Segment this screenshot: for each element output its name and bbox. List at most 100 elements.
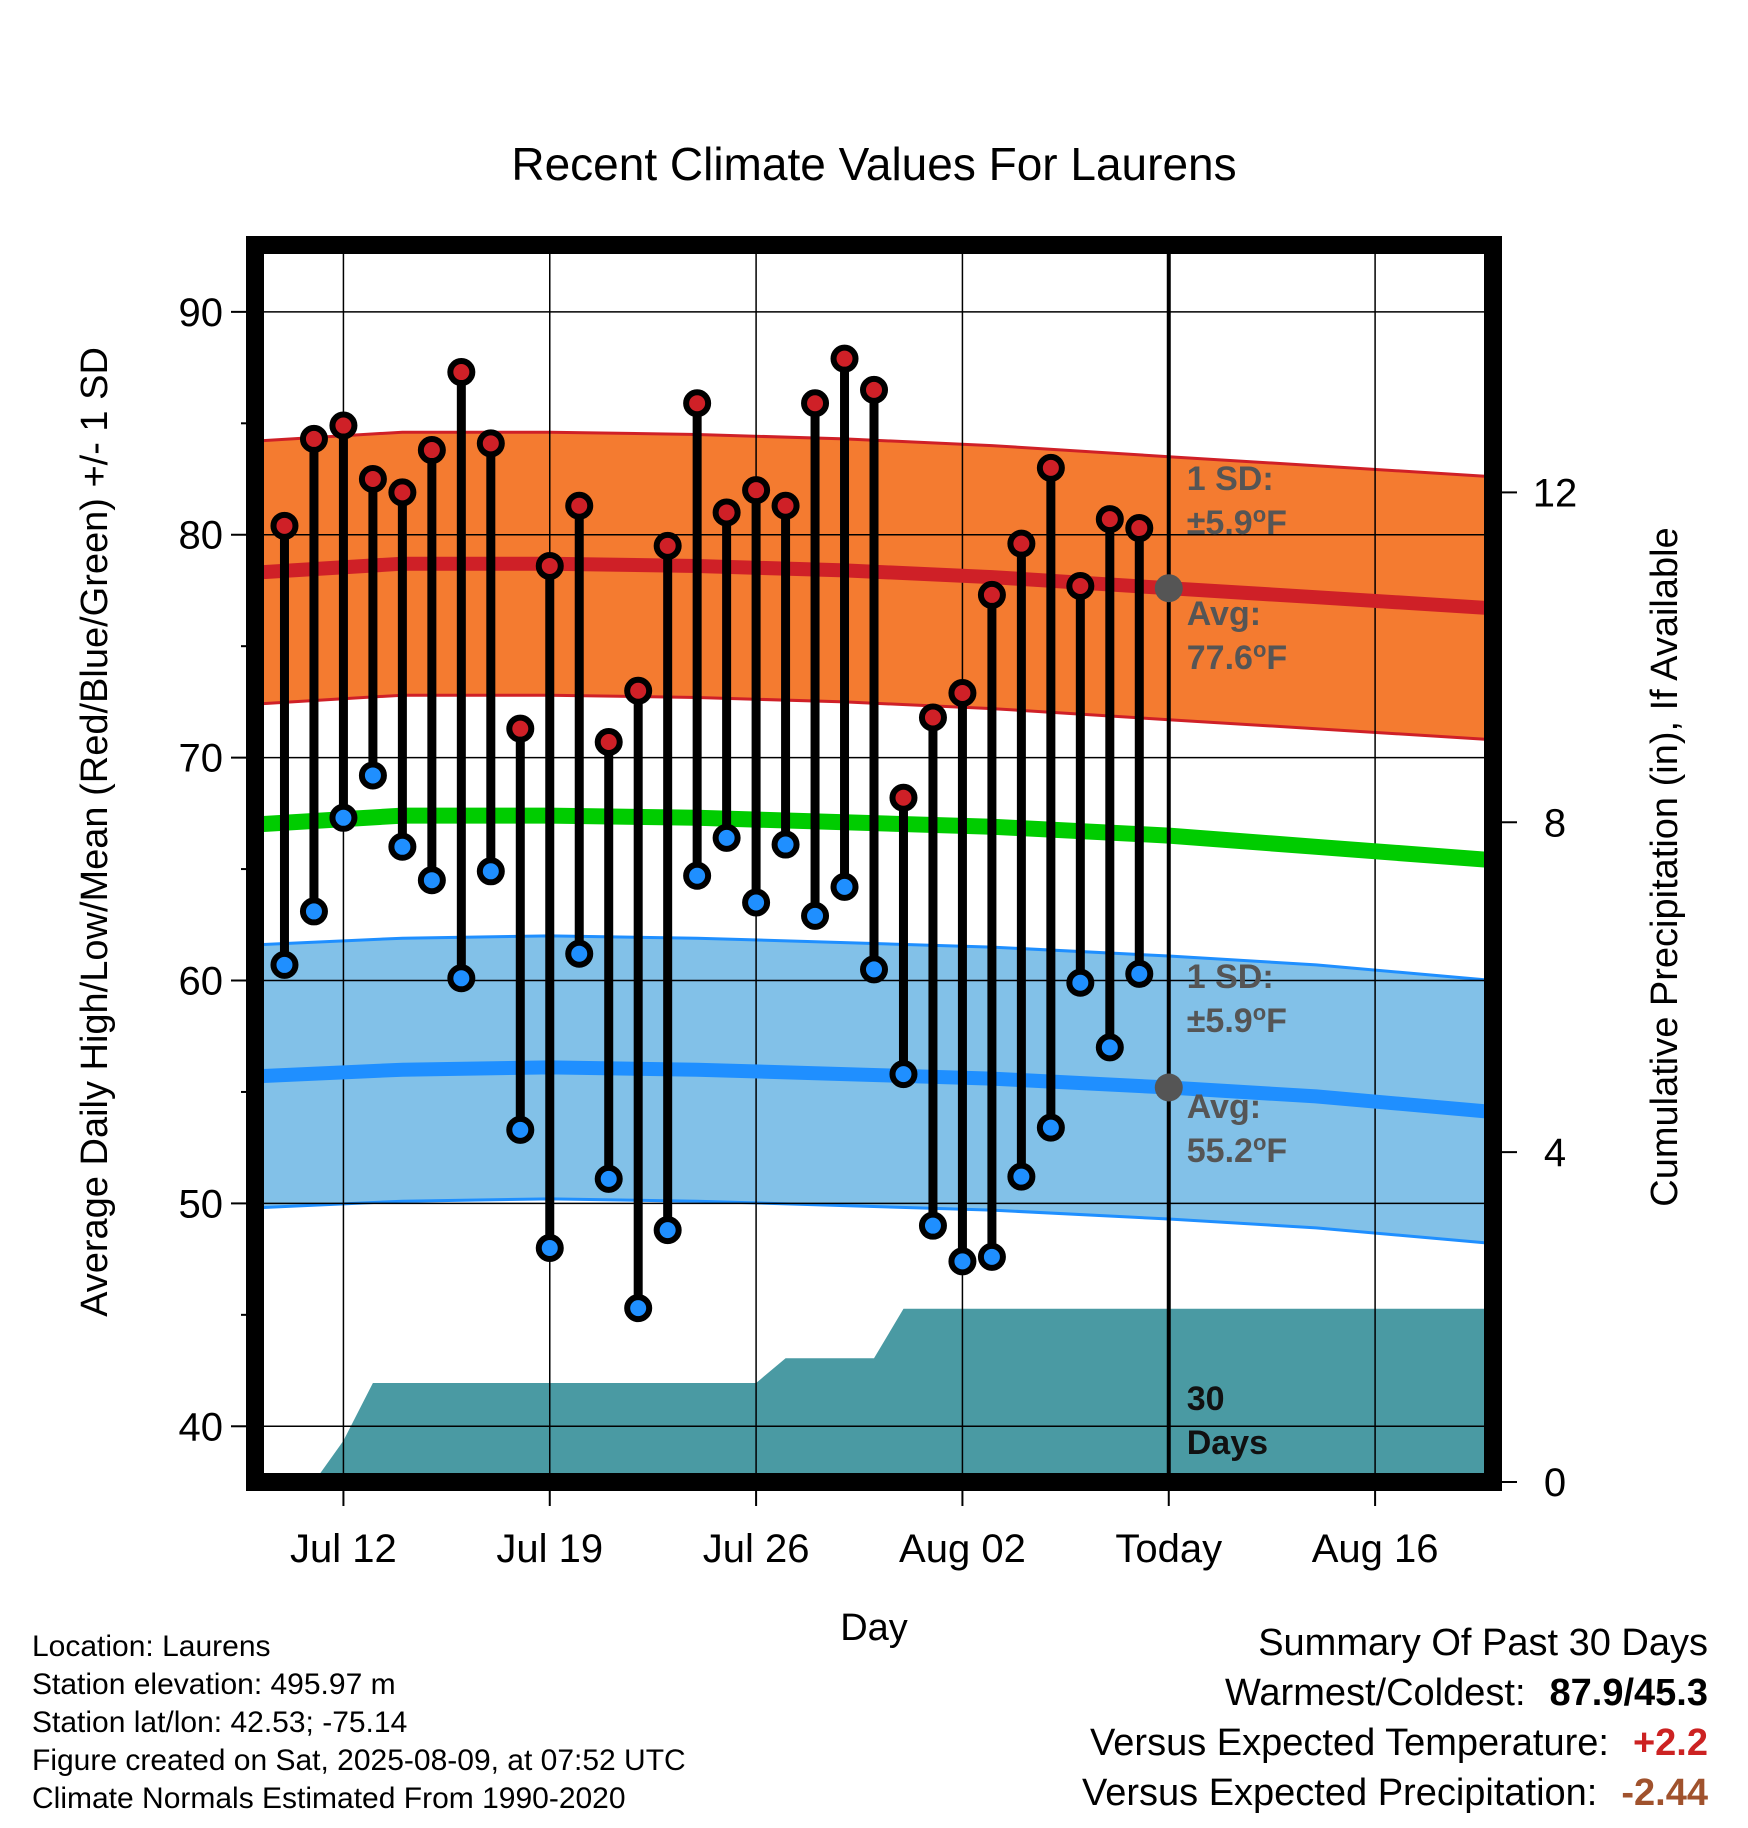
- low-temp-point: [624, 1294, 653, 1323]
- warmest-label: Warmest/Coldest:: [1224, 1672, 1526, 1714]
- low-temp-point: [889, 1060, 918, 1089]
- x-tick-label: Jul 12: [290, 1527, 397, 1571]
- low-temp-point: [977, 1242, 1006, 1271]
- x-tick-label: Aug 02: [899, 1527, 1026, 1571]
- high-temp-point: [683, 389, 712, 418]
- low-temp-point: [447, 964, 476, 993]
- low-temp-point: [948, 1247, 977, 1276]
- low-temp-point: [918, 1211, 947, 1240]
- low-temp-point: [1036, 1113, 1065, 1142]
- low-temp-point: [358, 761, 387, 790]
- high-temp-point: [358, 465, 387, 494]
- low-sd-band: [255, 935, 1493, 1244]
- temp-label: Versus Expected Temperature:: [1090, 1722, 1609, 1764]
- low-temp-point: [594, 1164, 623, 1193]
- high-temp-point: [506, 714, 535, 743]
- low-temp-point: [535, 1233, 564, 1262]
- low-temp-point: [1095, 1033, 1124, 1062]
- high-temp-point: [1066, 572, 1095, 601]
- y2-tick-label: 8: [1544, 801, 1566, 845]
- y-tick-label: 70: [179, 737, 224, 781]
- y-tick-label: 40: [179, 1405, 224, 1449]
- created-text: Figure created on Sat, 2025-08-09, at 07…: [32, 1744, 686, 1777]
- high-temp-point: [918, 703, 947, 732]
- high-temp-point: [388, 478, 417, 507]
- low-avg-annotation: Avg: 55.2oF: [1187, 1088, 1287, 1170]
- warmest-value: 87.9/45.3: [1549, 1672, 1708, 1714]
- x-tick-label: Today: [1115, 1527, 1222, 1571]
- low-temp-point: [860, 955, 888, 984]
- summary-warmest-row: Warmest/Coldest: 87.9/45.3: [1082, 1668, 1708, 1718]
- low-temp-point: [506, 1115, 535, 1144]
- high-temp-point: [1125, 514, 1154, 543]
- high-temp-point: [476, 429, 505, 458]
- low-temp-point: [830, 872, 859, 901]
- low-temp-point: [476, 857, 505, 886]
- low-temp-point: [712, 823, 741, 852]
- high-temp-point: [742, 476, 771, 505]
- low-temp-point: [1125, 959, 1154, 988]
- high-temp-point: [948, 678, 977, 707]
- high-temp-point: [594, 728, 623, 757]
- y2-tick-label: 12: [1533, 471, 1578, 515]
- low-temp-point: [771, 830, 800, 859]
- x-tick-label: Aug 16: [1312, 1527, 1439, 1571]
- high-temp-point: [653, 531, 682, 560]
- y2-tick-label: 4: [1544, 1131, 1566, 1175]
- low-temp-point: [270, 950, 299, 979]
- summary-precip-row: Versus Expected Precipitation: -2.44: [1082, 1768, 1708, 1818]
- high-temp-point: [565, 491, 594, 520]
- high-temp-point: [417, 436, 446, 465]
- y-tick-label: 60: [179, 960, 224, 1004]
- low-temp-point: [565, 939, 594, 968]
- high-temp-point: [270, 511, 299, 540]
- high-temp-point: [447, 358, 476, 387]
- summary-title: Summary Of Past 30 Days: [1258, 1622, 1708, 1664]
- low-temp-point: [683, 861, 712, 890]
- high-temp-point: [712, 498, 741, 527]
- temp-value: +2.2: [1632, 1722, 1708, 1764]
- low-sd-band-lower: [254, 1197, 1494, 1245]
- precip-days-annotation: 30 Days: [1187, 1380, 1268, 1462]
- location-text: Location: Laurens: [32, 1630, 271, 1663]
- low-temp-point: [653, 1216, 682, 1245]
- y2-tick-label: 0: [1544, 1461, 1566, 1505]
- x-tick-label: Jul 26: [703, 1527, 810, 1571]
- high-temp-point: [977, 580, 1006, 609]
- high-temp-point: [329, 411, 358, 440]
- high-temp-point: [771, 491, 800, 520]
- low-temp-point: [1007, 1162, 1036, 1191]
- y-tick-label: 50: [179, 1182, 224, 1226]
- precip-label: Versus Expected Precipitation:: [1081, 1772, 1598, 1814]
- high-avg-annotation: Avg: 77.6oF: [1187, 595, 1287, 677]
- high-temp-point: [1036, 453, 1065, 482]
- low-temp-point: [388, 832, 417, 861]
- high-sd-annotation: 1 SD: ±5.9oF: [1187, 460, 1287, 542]
- summary-panel: Summary Of Past 30 Days Warmest/Coldest:…: [1082, 1618, 1708, 1818]
- y-axis-label: Average Daily High/Low/Mean (Red/Blue/Gr…: [74, 347, 116, 1317]
- today-low-normal-marker: [1154, 1073, 1183, 1102]
- low-temp-point: [417, 866, 446, 895]
- low-sd-annotation: 1 SD: ±5.9oF: [1187, 958, 1287, 1040]
- precip-area: [284, 1308, 1493, 1482]
- high-temp-point: [1007, 529, 1036, 558]
- high-temp-point: [860, 375, 888, 404]
- low-temp-point: [299, 897, 328, 926]
- station-info: Location: Laurens Station elevation: 495…: [32, 1628, 686, 1818]
- y-tick-label: 90: [179, 291, 224, 335]
- low-temp-point: [329, 803, 358, 832]
- low-sd-band-upper: [254, 934, 1494, 982]
- high-temp-point: [535, 551, 564, 580]
- low-temp-point: [1066, 968, 1095, 997]
- summary-temp-row: Versus Expected Temperature: +2.2: [1082, 1718, 1708, 1768]
- high-temp-point: [889, 783, 918, 812]
- high-temp-point: [299, 424, 328, 453]
- plot-frame: [246, 236, 1502, 1491]
- high-temp-point: [801, 389, 830, 418]
- low-average-line: [254, 1060, 1494, 1119]
- precip-value: -2.44: [1621, 1772, 1708, 1814]
- normals-text: Climate Normals Estimated From 1990-2020: [32, 1782, 626, 1815]
- low-temp-point: [742, 888, 771, 917]
- today-high-normal-marker: [1154, 574, 1183, 603]
